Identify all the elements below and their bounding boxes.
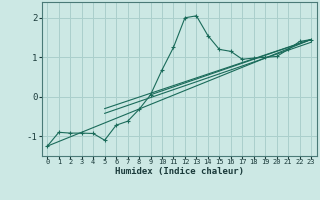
X-axis label: Humidex (Indice chaleur): Humidex (Indice chaleur) bbox=[115, 167, 244, 176]
